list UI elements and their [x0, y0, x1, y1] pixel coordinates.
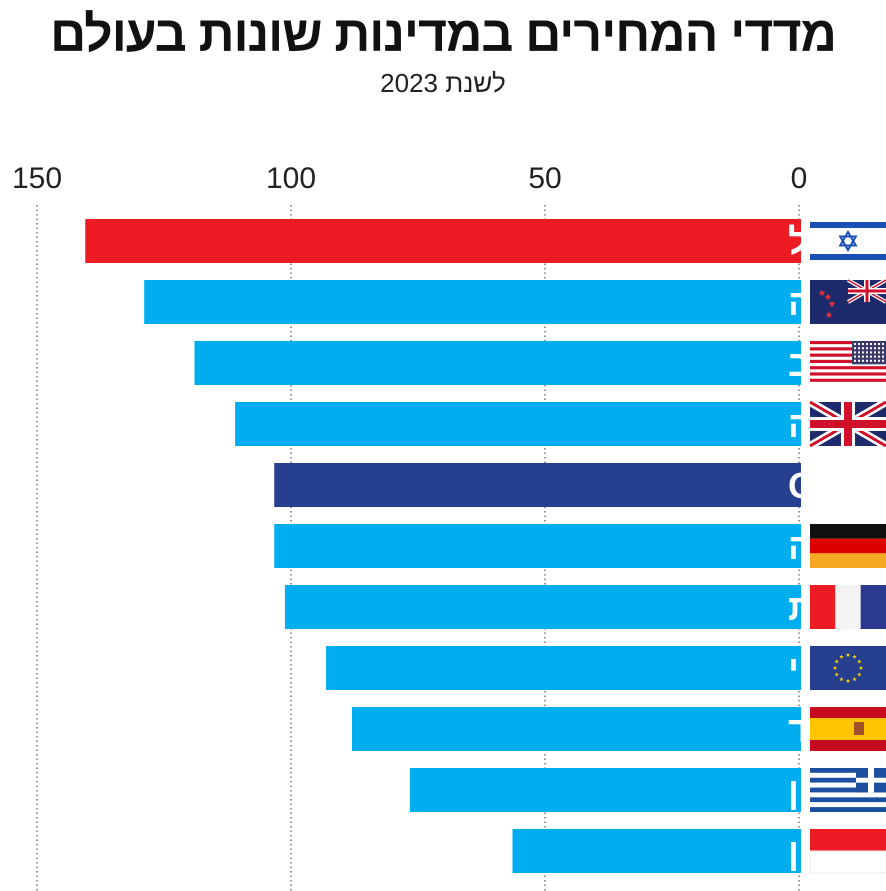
star-icon [828, 300, 836, 307]
bar [512, 829, 801, 873]
star-icon [845, 652, 851, 657]
star-of-david-icon [838, 230, 858, 252]
star-icon [824, 293, 832, 300]
star-icon [832, 665, 838, 670]
star-icon [818, 289, 826, 296]
israel-flag-icon [810, 219, 886, 263]
uk-flag-icon [807, 398, 886, 450]
poland-flag-icon [809, 829, 886, 874]
star-icon [852, 676, 857, 682]
star-icon [857, 672, 862, 677]
germany-flag-icon [810, 524, 886, 568]
bar [284, 585, 801, 629]
new-zealand-flag-icon [810, 278, 886, 324]
bar [194, 341, 802, 385]
bar [351, 707, 801, 751]
greece-flag-icon [810, 768, 886, 812]
bar [274, 524, 802, 568]
star-icon [825, 311, 833, 318]
x-tick-label: 50 [528, 162, 561, 195]
bar [274, 463, 802, 507]
star-icon [858, 665, 864, 670]
star-icon [839, 654, 844, 659]
star-icon [839, 676, 844, 682]
usa-flag-icon [810, 341, 886, 385]
bar [85, 219, 801, 263]
star-icon [857, 659, 862, 664]
eu-flag-icon [810, 646, 886, 690]
chart-subtitle: לשנת 2023 [380, 68, 506, 98]
star-icon [834, 659, 839, 664]
bar [235, 402, 801, 446]
bar-label: ממוצע ה־OECD [788, 465, 886, 506]
bar [326, 646, 801, 690]
star-icon [852, 654, 857, 659]
chart-title: מדדי המחירים במדינות שונות בעולם [50, 6, 837, 62]
france-flag-icon [810, 585, 886, 629]
x-tick-label: 150 [12, 162, 62, 195]
x-tick-label: 100 [266, 162, 316, 195]
bar [409, 768, 801, 812]
star-icon [845, 678, 851, 683]
x-tick-label: 0 [791, 162, 808, 195]
bar [144, 280, 802, 324]
star-icon [834, 672, 839, 677]
spain-flag-icon [810, 707, 886, 751]
